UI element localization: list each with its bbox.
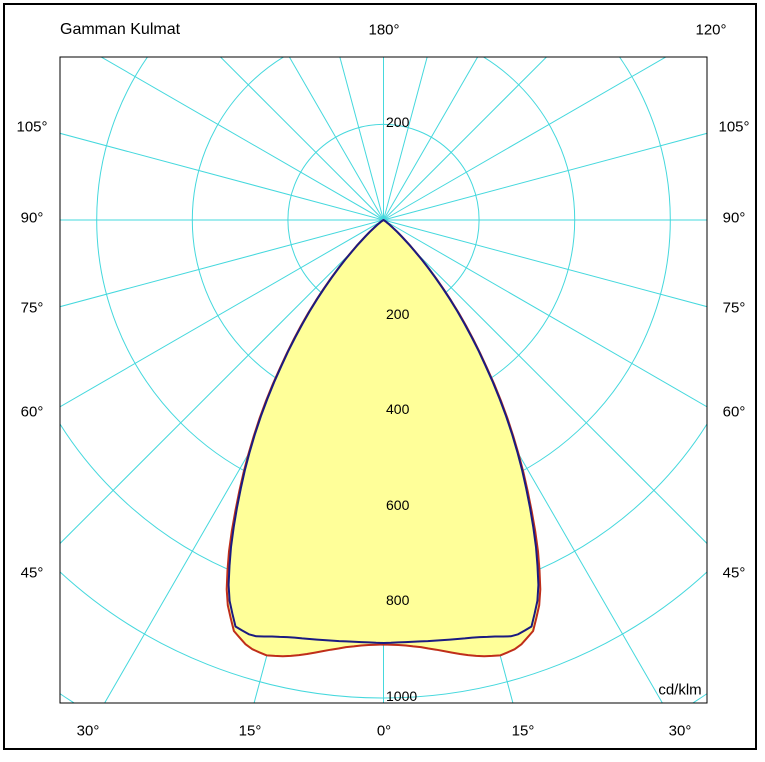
radial-tick-label-200: 200 — [386, 305, 410, 322]
angle-label-bottom-1: 15° — [238, 722, 262, 740]
unit-label: cd/klm — [658, 681, 702, 699]
angle-label-right-45: 45° — [722, 564, 746, 582]
chart-title: Gamman Kulmat — [60, 21, 181, 38]
radial-tick-label-400: 400 — [386, 401, 410, 418]
angle-label-left-105: 105° — [16, 118, 48, 136]
angle-label-right-60: 60° — [722, 403, 746, 421]
radial-tick-label-upper-200: 200 — [386, 114, 410, 131]
radial-tick-label-1000: 1000 — [386, 688, 418, 704]
radial-tick-label-800: 800 — [386, 592, 410, 609]
angle-label-left-45: 45° — [20, 564, 44, 582]
angle-label-left-90: 90° — [20, 209, 44, 227]
radial-tick-label-600: 600 — [386, 496, 410, 513]
angle-label-right-75: 75° — [722, 299, 746, 317]
angle-label-bottom-0: 30° — [76, 722, 100, 740]
angle-label-bottom-4: 30° — [668, 722, 692, 740]
angle-label-left-60: 60° — [20, 403, 44, 421]
angle-label-right-105: 105° — [718, 118, 750, 136]
angle-label-top-180: 180° — [368, 21, 400, 39]
angle-label-right-90: 90° — [722, 209, 746, 227]
angle-label-left-75: 75° — [20, 299, 44, 317]
angle-label-bottom-3: 15° — [511, 722, 535, 740]
angle-label-bottom-2: 0° — [376, 722, 392, 740]
angle-label-top-120: 120° — [695, 21, 727, 39]
